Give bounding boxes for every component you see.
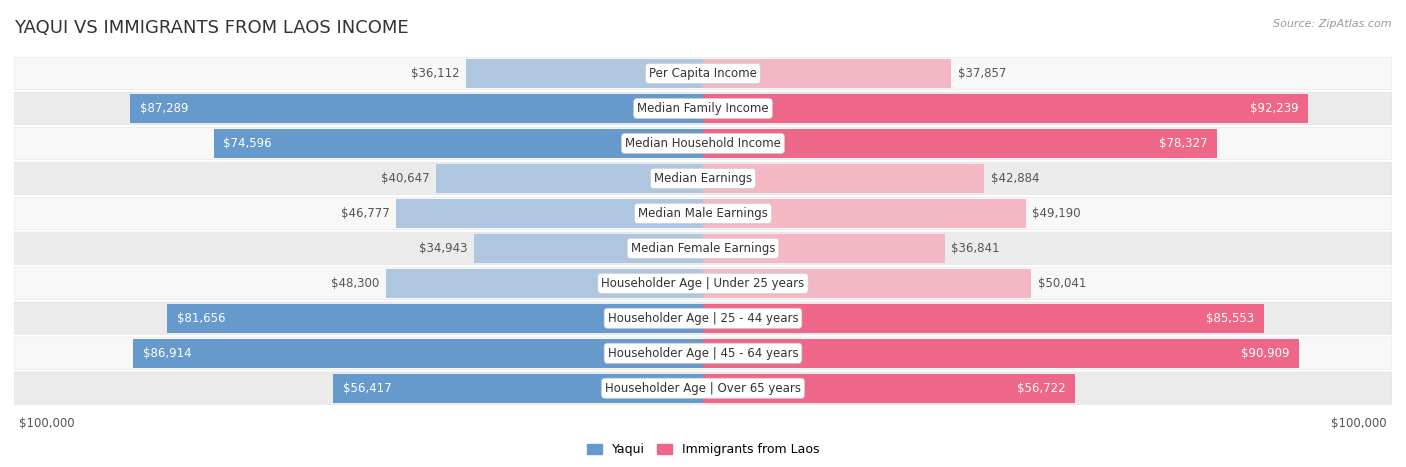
Text: $50,041: $50,041 — [1038, 277, 1087, 290]
Bar — [703, 304, 1264, 333]
Text: $37,857: $37,857 — [957, 67, 1007, 80]
Bar — [703, 234, 945, 263]
FancyBboxPatch shape — [14, 197, 1392, 230]
Text: $78,327: $78,327 — [1159, 137, 1208, 150]
Text: Median Female Earnings: Median Female Earnings — [631, 242, 775, 255]
FancyBboxPatch shape — [14, 162, 1392, 195]
Bar — [703, 59, 952, 88]
Text: $90,909: $90,909 — [1241, 347, 1289, 360]
Bar — [703, 374, 1076, 403]
Text: Source: ZipAtlas.com: Source: ZipAtlas.com — [1274, 19, 1392, 28]
Bar — [387, 269, 703, 297]
Bar — [465, 59, 703, 88]
FancyBboxPatch shape — [14, 92, 1392, 125]
Text: $85,553: $85,553 — [1206, 312, 1254, 325]
FancyBboxPatch shape — [14, 337, 1392, 369]
Text: Median Male Earnings: Median Male Earnings — [638, 207, 768, 220]
FancyBboxPatch shape — [14, 127, 1392, 160]
Text: YAQUI VS IMMIGRANTS FROM LAOS INCOME: YAQUI VS IMMIGRANTS FROM LAOS INCOME — [14, 19, 409, 37]
Text: $56,417: $56,417 — [343, 382, 391, 395]
Text: $40,647: $40,647 — [381, 172, 430, 185]
Bar — [703, 94, 1308, 123]
Bar — [167, 304, 703, 333]
Bar — [132, 339, 703, 368]
FancyBboxPatch shape — [14, 232, 1392, 265]
Bar — [214, 129, 703, 158]
Text: $87,289: $87,289 — [141, 102, 188, 115]
FancyBboxPatch shape — [14, 267, 1392, 300]
Text: $92,239: $92,239 — [1250, 102, 1298, 115]
FancyBboxPatch shape — [14, 57, 1392, 90]
Text: Median Earnings: Median Earnings — [654, 172, 752, 185]
Text: Householder Age | 45 - 64 years: Householder Age | 45 - 64 years — [607, 347, 799, 360]
Text: $42,884: $42,884 — [991, 172, 1039, 185]
Bar — [703, 164, 984, 193]
Text: Householder Age | 25 - 44 years: Householder Age | 25 - 44 years — [607, 312, 799, 325]
Bar — [474, 234, 703, 263]
Text: $36,841: $36,841 — [952, 242, 1000, 255]
Text: $46,777: $46,777 — [340, 207, 389, 220]
Text: $86,914: $86,914 — [142, 347, 191, 360]
Bar — [396, 199, 703, 228]
Text: Householder Age | Under 25 years: Householder Age | Under 25 years — [602, 277, 804, 290]
Bar — [333, 374, 703, 403]
Text: Householder Age | Over 65 years: Householder Age | Over 65 years — [605, 382, 801, 395]
Legend: Yaqui, Immigrants from Laos: Yaqui, Immigrants from Laos — [582, 439, 824, 461]
FancyBboxPatch shape — [14, 372, 1392, 404]
Text: Median Family Income: Median Family Income — [637, 102, 769, 115]
Text: Per Capita Income: Per Capita Income — [650, 67, 756, 80]
Text: Median Household Income: Median Household Income — [626, 137, 780, 150]
FancyBboxPatch shape — [14, 302, 1392, 334]
Text: $36,112: $36,112 — [411, 67, 460, 80]
Text: $49,190: $49,190 — [1032, 207, 1081, 220]
Text: $81,656: $81,656 — [177, 312, 225, 325]
Bar — [703, 199, 1026, 228]
Bar — [703, 269, 1032, 297]
Bar — [436, 164, 703, 193]
Text: $48,300: $48,300 — [332, 277, 380, 290]
Text: $74,596: $74,596 — [224, 137, 271, 150]
Bar — [703, 129, 1218, 158]
Bar — [131, 94, 703, 123]
Text: $34,943: $34,943 — [419, 242, 467, 255]
Text: $56,722: $56,722 — [1017, 382, 1066, 395]
Bar — [703, 339, 1299, 368]
